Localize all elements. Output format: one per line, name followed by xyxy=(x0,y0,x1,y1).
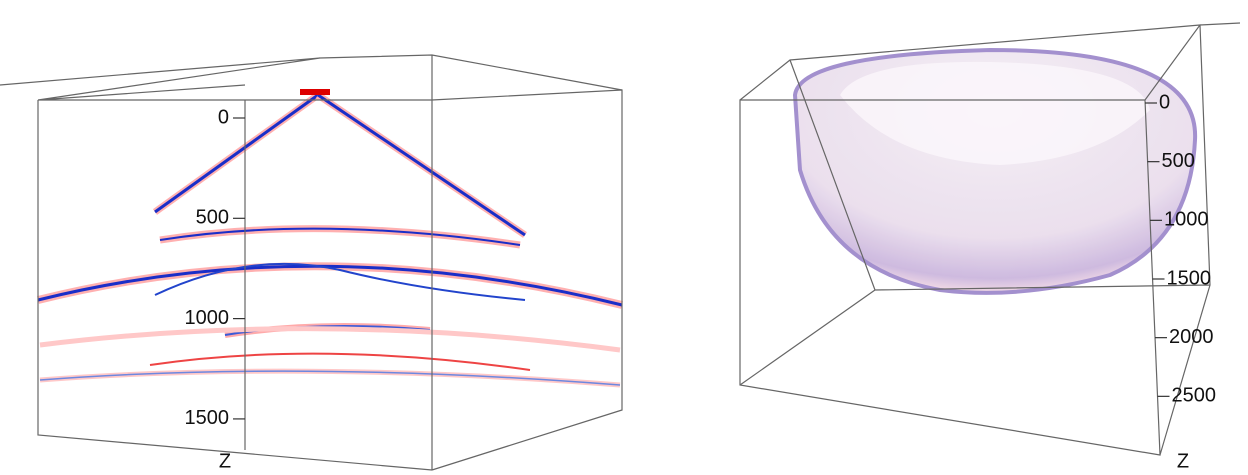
z-tick-label: 1000 xyxy=(1164,209,1209,231)
z-tick-label: 1500 xyxy=(185,407,230,429)
figure: 0 500 1000 1500 Z 0 500 1000 1500 2000 2500 Z xyxy=(0,0,1248,475)
left-volume xyxy=(0,55,622,470)
z-axis-label: Z xyxy=(1177,450,1189,472)
z-tick-label: 0 xyxy=(218,106,229,128)
z-tick-label: 2000 xyxy=(1169,326,1214,348)
seismic-reflections xyxy=(38,92,622,385)
z-axis-label: Z xyxy=(219,450,231,472)
z-tick-label: 0 xyxy=(1159,91,1170,113)
z-tick-label: 1000 xyxy=(185,307,230,329)
z-tick-label: 500 xyxy=(1162,150,1195,172)
z-tick-label: 2500 xyxy=(1172,385,1217,407)
right-volume xyxy=(740,23,1240,455)
z-tick-label: 1500 xyxy=(1167,267,1212,289)
z-tick-label: 500 xyxy=(196,207,229,229)
